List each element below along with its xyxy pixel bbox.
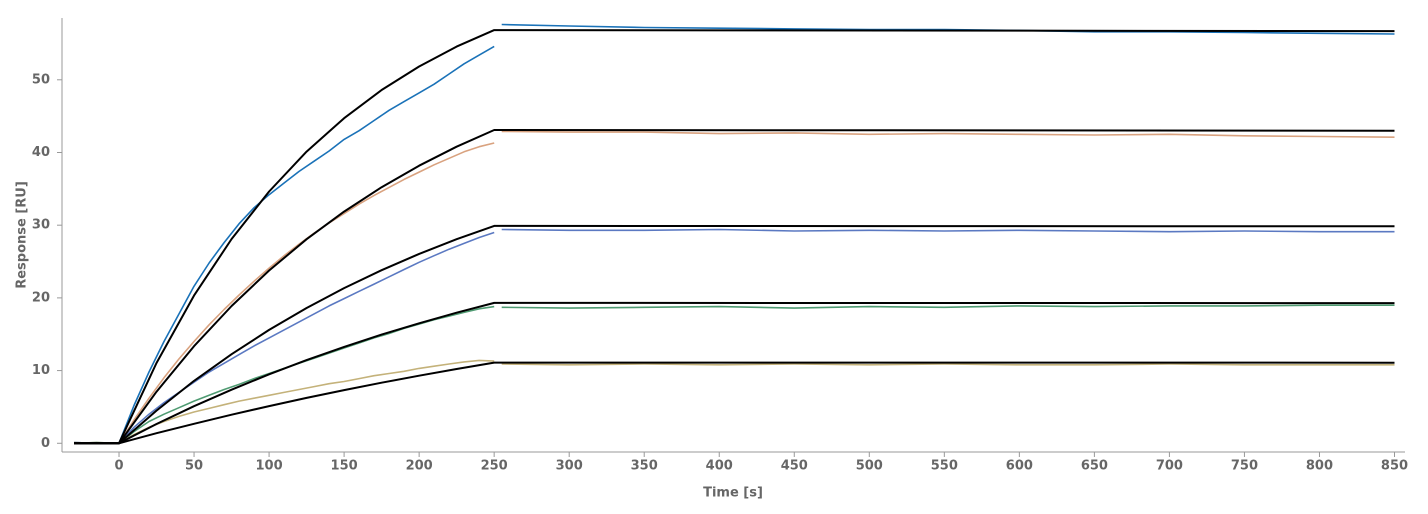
data-line — [73, 304, 1395, 445]
x-tick-label: 350 — [631, 459, 658, 474]
x-tick-label: 800 — [1306, 459, 1333, 474]
x-tick-label: 150 — [331, 459, 358, 474]
x-axis-title: Time [s] — [703, 486, 763, 501]
y-tick-label: 50 — [32, 72, 50, 87]
data-line — [73, 23, 1395, 445]
x-tick-label: 0 — [114, 459, 123, 474]
y-tick-label: 40 — [32, 145, 50, 160]
fit-line — [74, 29, 1395, 445]
fit-line — [74, 301, 1395, 445]
data-line — [73, 130, 1395, 445]
fit-line — [74, 224, 1395, 445]
x-tick-label: 50 — [185, 459, 203, 474]
x-tick-label: 250 — [481, 459, 508, 474]
y-tick-label: 30 — [32, 218, 50, 233]
x-tick-label: 550 — [931, 459, 958, 474]
fit-line — [74, 361, 1395, 445]
y-axis-title: Response [RU] — [15, 181, 30, 289]
x-tick-label: 600 — [1006, 459, 1033, 474]
x-tick-label: 700 — [1156, 459, 1183, 474]
x-tick-label: 450 — [781, 459, 808, 474]
y-tick-label: 20 — [32, 290, 50, 305]
x-tick-label: 750 — [1231, 459, 1258, 474]
x-tick-label: 300 — [556, 459, 583, 474]
x-tick-label: 400 — [706, 459, 733, 474]
fit-line — [74, 129, 1395, 445]
x-tick-label: 100 — [256, 459, 283, 474]
x-tick-label: 650 — [1081, 459, 1108, 474]
x-tick-label: 500 — [856, 459, 883, 474]
x-tick-label: 850 — [1381, 459, 1408, 474]
data-line — [73, 228, 1395, 445]
y-tick-label: 0 — [41, 436, 50, 451]
y-tick-label: 10 — [32, 363, 50, 378]
x-tick-label: 200 — [406, 459, 433, 474]
